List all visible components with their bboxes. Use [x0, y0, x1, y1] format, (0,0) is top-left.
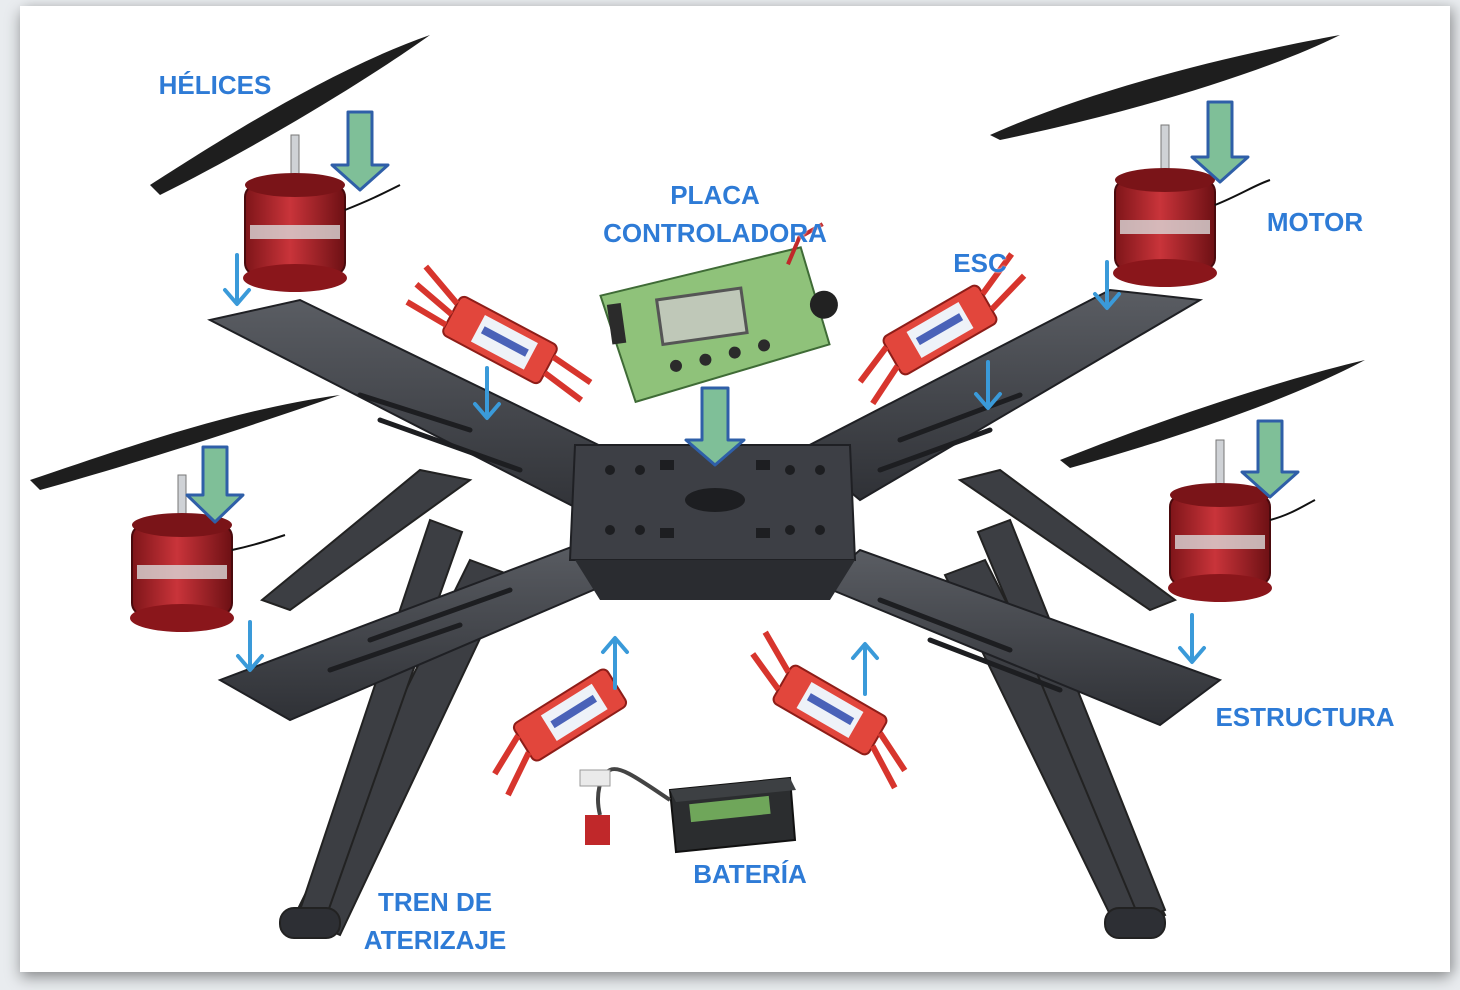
- label-helices: HÉLICES: [158, 70, 272, 100]
- placement-arrows: [223, 253, 1206, 696]
- motor-icon: [130, 124, 1316, 632]
- label-tren-line2: ATERIZAJE: [363, 925, 507, 955]
- battery-icon: [579, 767, 797, 854]
- label-bateria: BATERÍA: [693, 859, 807, 889]
- label-motor: MOTOR: [1266, 207, 1364, 237]
- assembly-arrows: [185, 100, 1300, 524]
- label-tren-line1: TREN DE: [377, 887, 493, 917]
- controller-board-icon: [599, 222, 838, 404]
- label-estructura: ESTRUCTURA: [1215, 702, 1395, 732]
- label-placa-line2: CONTROLADORA: [603, 218, 827, 248]
- label-tren-de-aterizaje: TREN DE ATERIZAJE: [355, 883, 515, 959]
- esc-icon: [405, 252, 1027, 797]
- label-esc: ESC: [953, 248, 1007, 278]
- label-placa-controladora: PLACA CONTROLADORA: [595, 176, 835, 252]
- label-placa-line1: PLACA: [670, 180, 760, 210]
- propeller-icon: [30, 35, 1365, 490]
